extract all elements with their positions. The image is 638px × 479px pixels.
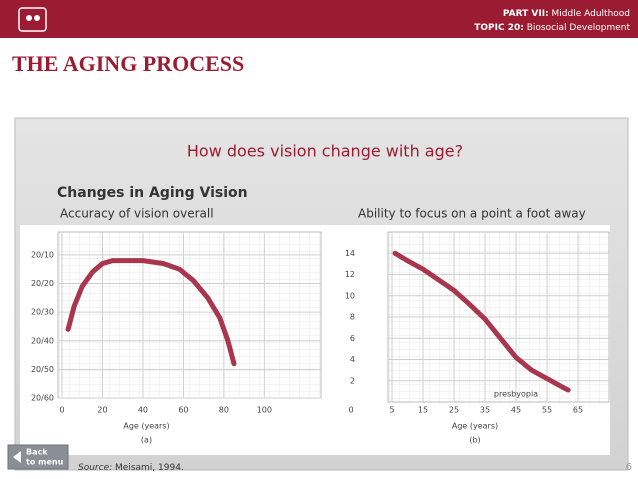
heading: Changes in Aging Vision bbox=[57, 185, 248, 201]
source-label: Source: bbox=[78, 463, 112, 473]
x-tick-label: 25 bbox=[449, 406, 459, 415]
x-tick-label: 0 bbox=[59, 406, 64, 415]
y-tick-label: 10 bbox=[345, 291, 355, 300]
y-tick-label: 20/10 bbox=[31, 250, 54, 259]
y-tick-label: 20/60 bbox=[31, 394, 54, 403]
x-tick-label: 80 bbox=[219, 406, 229, 415]
x-axis-label: Age (years) bbox=[452, 422, 498, 431]
source: Source: Meisami, 1994. bbox=[78, 463, 184, 473]
y-tick-label: 20/30 bbox=[31, 308, 54, 317]
x-tick-label: 65 bbox=[573, 406, 583, 415]
source-text: Meisami, 1994. bbox=[115, 463, 184, 473]
back-button[interactable]: Back to menu bbox=[7, 444, 69, 470]
x-tick-label: 20 bbox=[97, 406, 107, 415]
slide-title: THE AGING PROCESS bbox=[12, 51, 244, 76]
topic-text: Biosocial Development bbox=[527, 23, 631, 33]
x-tick-label: 40 bbox=[138, 406, 148, 415]
topic-label: TOPIC 20: bbox=[474, 23, 524, 33]
y-tick-label: 20/20 bbox=[31, 279, 54, 288]
x-axis-label: Age (years) bbox=[123, 422, 169, 431]
caption: (a) bbox=[141, 436, 152, 445]
plot-area bbox=[57, 231, 322, 399]
question: How does vision change with age? bbox=[187, 142, 463, 161]
page-number: 6 bbox=[626, 462, 632, 473]
y-tick-label: 20/50 bbox=[31, 365, 54, 374]
logo-icon bbox=[26, 15, 32, 21]
y-tick-label: 14 bbox=[345, 249, 355, 258]
y-tick-label: 8 bbox=[350, 313, 355, 322]
part-label: PART VII: bbox=[503, 9, 549, 19]
y-tick-label: 6 bbox=[350, 334, 355, 343]
x-tick-label: 100 bbox=[257, 406, 272, 415]
caption: (b) bbox=[469, 436, 480, 445]
y-tick-label: 2 bbox=[350, 376, 355, 385]
part: PART VII: Middle Adulthood bbox=[503, 9, 630, 19]
x-tick-label: 35 bbox=[480, 406, 490, 415]
y-tick-label: 20/40 bbox=[31, 336, 54, 345]
logo bbox=[18, 7, 47, 32]
x-tick-label: 60 bbox=[178, 406, 188, 415]
topic: TOPIC 20: Biosocial Development bbox=[474, 23, 630, 33]
logo-icon bbox=[34, 15, 40, 21]
x-tick-label: 5 bbox=[389, 406, 394, 415]
banner bbox=[0, 0, 638, 38]
x-tick-label: 45 bbox=[511, 406, 521, 415]
data-line bbox=[65, 258, 237, 367]
x-tick-label: 0 bbox=[348, 406, 353, 415]
y-tick-label: 4 bbox=[350, 355, 355, 364]
chart-title: Accuracy of vision overall bbox=[60, 207, 214, 221]
data-line bbox=[392, 250, 572, 393]
back-text: to menu bbox=[26, 458, 64, 467]
part-text: Middle Adulthood bbox=[552, 9, 630, 19]
x-tick-label: 15 bbox=[418, 406, 428, 415]
annotation: presbyopia bbox=[494, 390, 538, 399]
chart-title: Ability to focus on a point a foot away bbox=[358, 207, 586, 221]
y-tick-label: 12 bbox=[345, 270, 355, 279]
back-text: Back bbox=[26, 448, 48, 457]
x-tick-label: 55 bbox=[542, 406, 552, 415]
back-arrow bbox=[13, 451, 21, 463]
